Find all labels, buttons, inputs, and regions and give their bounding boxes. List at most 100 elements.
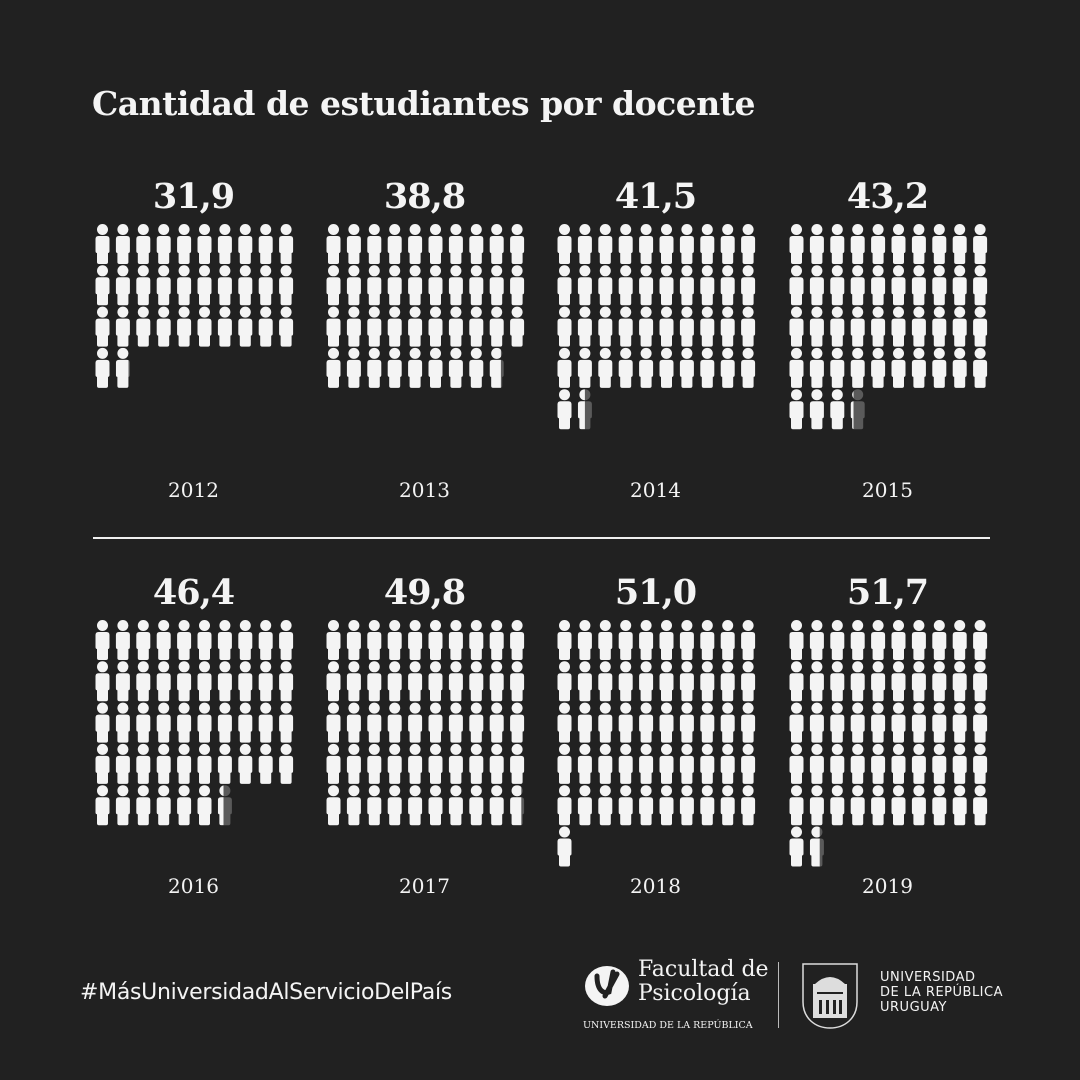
person-icon — [408, 306, 423, 347]
person-icon — [197, 702, 212, 743]
person-icon — [577, 389, 592, 430]
person-icon — [789, 306, 804, 347]
person-icon — [156, 620, 171, 660]
person-icon — [639, 661, 654, 702]
person-icon — [720, 661, 735, 702]
person-icon — [891, 661, 906, 702]
person-icon — [156, 702, 171, 743]
person-icon — [510, 620, 525, 660]
person-icon — [489, 306, 504, 347]
person-icon — [197, 620, 212, 660]
person-icon — [618, 265, 633, 306]
person-icon — [891, 347, 906, 388]
person-icon — [891, 306, 906, 347]
person-icon — [367, 785, 382, 826]
person-icon — [258, 743, 273, 784]
person-icon — [911, 743, 926, 784]
person-icon — [741, 306, 756, 347]
person-icon — [238, 265, 253, 306]
person-icon — [489, 743, 504, 784]
pictogram-2014 — [557, 224, 756, 430]
person-icon — [326, 265, 341, 306]
person-icon — [448, 743, 463, 784]
person-icon — [911, 702, 926, 743]
person-icon — [639, 785, 654, 826]
person-icon — [932, 224, 947, 264]
person-icon — [720, 306, 735, 347]
person-icon — [618, 785, 633, 826]
person-icon — [700, 661, 715, 702]
person-icon — [618, 743, 633, 784]
person-icon — [346, 785, 361, 826]
person-icon — [279, 224, 294, 264]
person-icon — [557, 620, 572, 660]
person-icon — [679, 347, 694, 388]
year-label: 2014 — [630, 478, 681, 502]
udelar-line3: URUGUAY — [880, 1000, 947, 1015]
person-icon — [156, 306, 171, 347]
person-icon — [177, 306, 192, 347]
person-icon — [789, 743, 804, 784]
person-icon — [700, 702, 715, 743]
person-icon — [238, 620, 253, 660]
person-icon — [177, 702, 192, 743]
pictogram-2018 — [557, 620, 756, 867]
udelar-line2: DE LA REPÚBLICA — [880, 985, 1003, 1000]
person-icon — [489, 265, 504, 306]
person-icon — [510, 265, 525, 306]
person-icon — [850, 347, 865, 388]
person-icon — [973, 620, 988, 660]
person-icon — [408, 702, 423, 743]
person-icon — [136, 265, 151, 306]
person-icon — [367, 702, 382, 743]
person-icon — [448, 620, 463, 660]
person-icon — [279, 743, 294, 784]
person-icon — [871, 743, 886, 784]
person-icon — [95, 347, 110, 388]
person-icon — [448, 702, 463, 743]
person-icon — [469, 620, 484, 660]
person-icon — [809, 826, 824, 867]
person-icon — [469, 785, 484, 826]
value-label: 46,4 — [152, 572, 235, 613]
person-icon — [258, 661, 273, 702]
person-icon — [238, 743, 253, 784]
person-icon — [973, 265, 988, 306]
person-icon — [115, 620, 130, 660]
value-label: 43,2 — [846, 176, 929, 217]
person-icon — [871, 702, 886, 743]
person-icon — [346, 306, 361, 347]
person-icon — [741, 785, 756, 826]
person-icon — [618, 620, 633, 660]
person-icon — [741, 702, 756, 743]
person-icon — [217, 306, 232, 347]
person-icon — [279, 661, 294, 702]
year-label: 2013 — [399, 478, 450, 502]
person-icon — [741, 347, 756, 388]
person-icon — [679, 702, 694, 743]
person-icon — [387, 661, 402, 702]
person-icon — [809, 743, 824, 784]
pictogram-2016 — [95, 620, 294, 826]
pictogram-2019 — [789, 620, 988, 867]
person-icon — [618, 347, 633, 388]
person-icon — [809, 224, 824, 264]
person-icon — [952, 785, 967, 826]
person-icon — [871, 661, 886, 702]
person-icon — [639, 620, 654, 660]
person-icon — [850, 265, 865, 306]
person-icon — [510, 702, 525, 743]
value-label: 41,5 — [614, 176, 697, 217]
person-icon — [659, 785, 674, 826]
person-icon — [850, 661, 865, 702]
person-icon — [95, 661, 110, 702]
person-icon — [217, 661, 232, 702]
person-icon — [789, 224, 804, 264]
person-icon — [700, 224, 715, 264]
person-icon — [408, 743, 423, 784]
person-icon — [639, 224, 654, 264]
person-icon — [659, 265, 674, 306]
person-icon — [217, 224, 232, 264]
person-icon — [891, 265, 906, 306]
person-icon — [326, 224, 341, 264]
